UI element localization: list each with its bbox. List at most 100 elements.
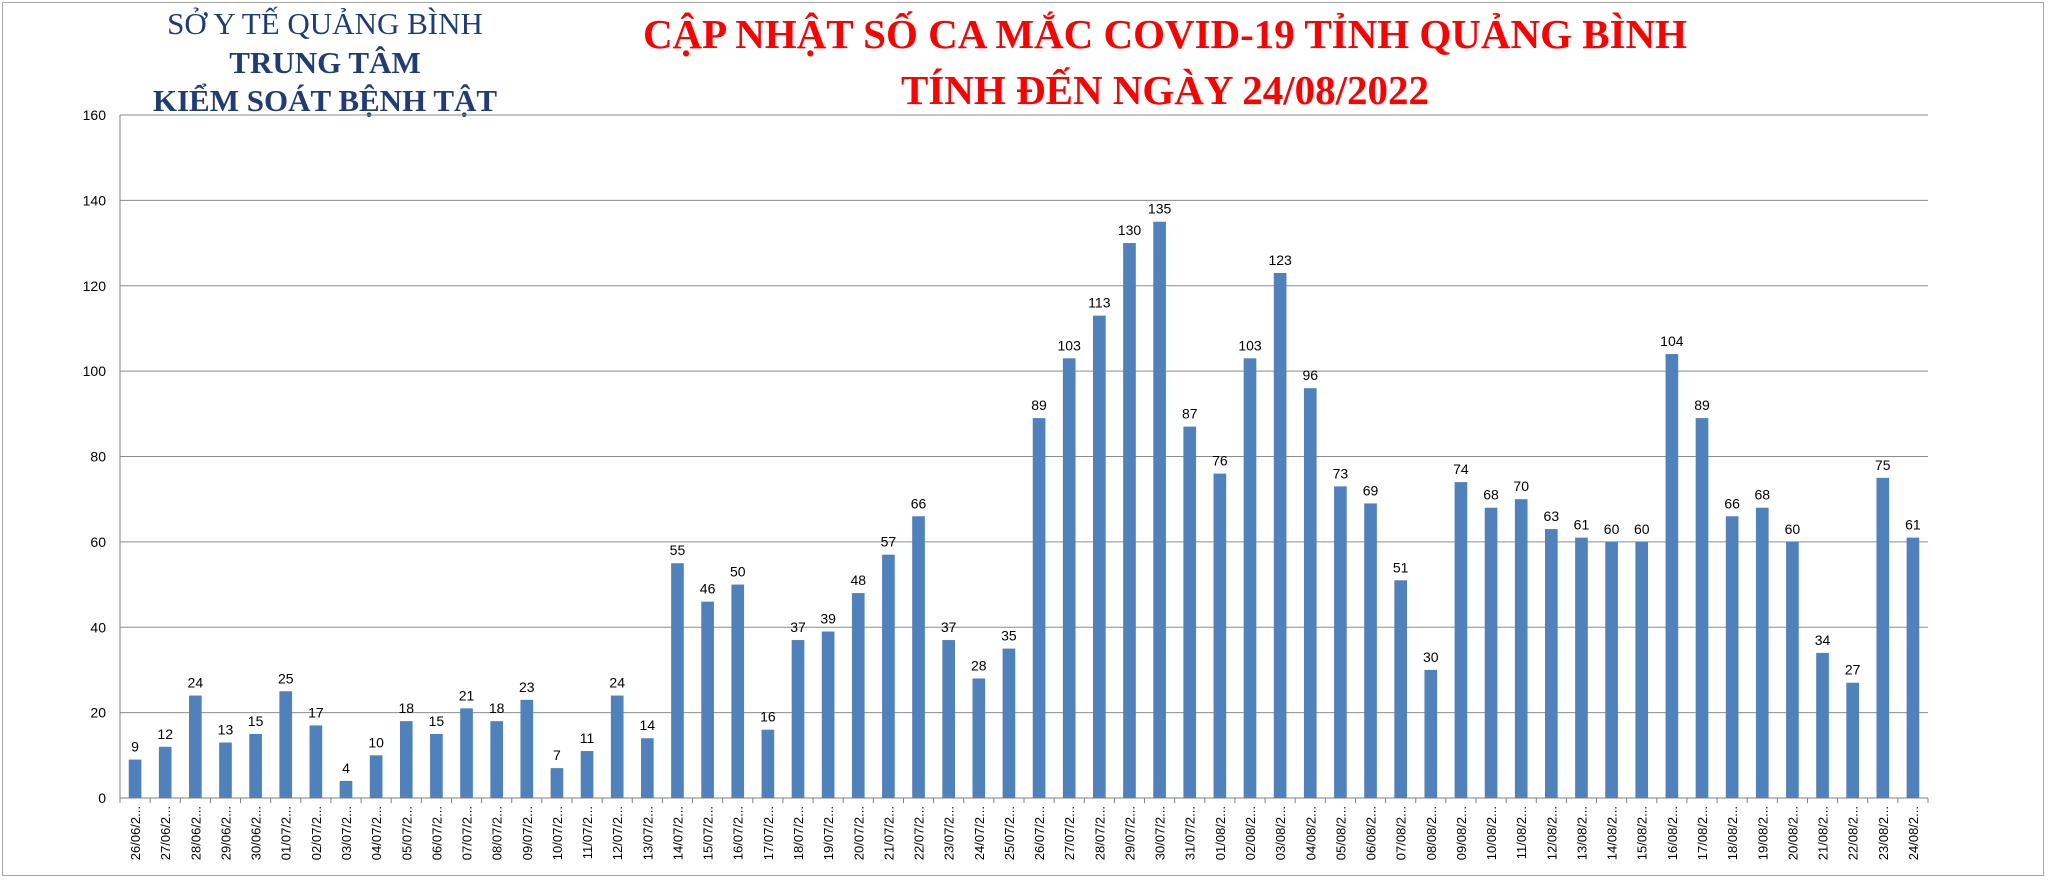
- chart-title-line-1: CẬP NHẬT SỐ CA MẮC COVID-19 TỈNH QUẢNG B…: [642, 11, 1688, 57]
- data-label: 89: [1694, 397, 1710, 413]
- bar: [1213, 473, 1227, 798]
- data-label: 15: [248, 713, 264, 729]
- x-tick-label: 10/08/2...: [1484, 806, 1499, 860]
- data-label: 10: [368, 734, 384, 750]
- x-tick-label: 29/06/2...: [218, 806, 233, 860]
- data-label: 60: [1634, 521, 1650, 537]
- bar: [1153, 221, 1166, 798]
- bar: [1635, 541, 1649, 798]
- x-tick-label: 22/08/2...: [1846, 806, 1861, 860]
- data-label: 11: [580, 730, 595, 746]
- x-tick-label: 15/07/2...: [701, 806, 716, 860]
- data-label: 123: [1268, 252, 1292, 268]
- bar: [189, 695, 202, 798]
- bar: [1846, 682, 1859, 798]
- bar: [882, 554, 895, 798]
- bar: [1876, 477, 1890, 798]
- data-label: 104: [1660, 333, 1684, 349]
- bar: [1665, 354, 1679, 798]
- bar: [912, 516, 925, 798]
- data-label: 60: [1785, 521, 1801, 537]
- x-tick-label: 05/07/2...: [399, 806, 414, 860]
- bar: [309, 725, 323, 798]
- bar: [1062, 358, 1076, 798]
- bar: [369, 755, 383, 798]
- data-label: 51: [1393, 559, 1409, 575]
- y-tick-label: 60: [90, 534, 106, 550]
- x-tick-label: 01/07/2...: [279, 806, 294, 860]
- x-tick-label: 24/08/2...: [1906, 806, 1921, 860]
- bar: [1032, 418, 1046, 798]
- y-tick-label: 80: [90, 449, 106, 465]
- x-tick-label: 08/08/2...: [1424, 806, 1439, 860]
- data-label: 30: [1423, 649, 1439, 665]
- data-label: 61: [1574, 517, 1590, 533]
- data-label: 73: [1333, 465, 1349, 481]
- data-label: 4: [342, 760, 350, 776]
- x-tick-label: 12/07/2...: [610, 806, 625, 860]
- x-tick-label: 09/07/2...: [520, 806, 535, 860]
- bar: [1303, 388, 1317, 798]
- data-label: 68: [1483, 487, 1499, 503]
- data-label: 13: [218, 722, 234, 738]
- bar: [1484, 507, 1498, 798]
- y-tick-label: 160: [83, 107, 107, 123]
- x-tick-label: 23/08/2...: [1876, 806, 1891, 860]
- data-label: 89: [1031, 397, 1047, 413]
- data-label: 27: [1845, 662, 1861, 678]
- data-label: 69: [1363, 482, 1379, 498]
- data-label: 48: [850, 572, 866, 588]
- x-tick-label: 18/08/2...: [1725, 806, 1740, 860]
- bar: [1424, 669, 1438, 798]
- data-label: 135: [1148, 201, 1172, 217]
- x-tick-label: 21/08/2...: [1816, 806, 1831, 860]
- bar: [339, 780, 353, 798]
- bar: [490, 721, 503, 798]
- x-tick-label: 06/07/2...: [429, 806, 444, 860]
- data-label: 46: [700, 581, 716, 597]
- data-label: 7: [553, 747, 561, 763]
- org-line-2: TRUNG TÂM: [229, 45, 421, 80]
- x-tick-label: 02/07/2...: [309, 806, 324, 860]
- bar: [1906, 537, 1920, 798]
- data-label: 34: [1815, 632, 1831, 648]
- data-label: 21: [459, 687, 475, 703]
- data-label: 15: [429, 713, 445, 729]
- data-label: 57: [881, 534, 897, 550]
- bar: [671, 563, 684, 798]
- x-tick-label: 17/08/2...: [1695, 806, 1710, 860]
- bar: [821, 631, 835, 798]
- x-tick-label: 04/08/2...: [1303, 806, 1318, 860]
- data-label: 35: [1001, 628, 1017, 644]
- x-tick-label: 27/07/2...: [1062, 806, 1077, 860]
- bar: [1755, 507, 1769, 798]
- x-tick-label: 03/08/2...: [1273, 806, 1288, 860]
- data-label: 9: [131, 739, 139, 755]
- chart-title: CẬP NHẬT SỐ CA MẮC COVID-19 TỈNH QUẢNG B…: [560, 6, 1770, 118]
- data-label: 28: [971, 657, 987, 673]
- x-tick-label: 15/08/2...: [1635, 806, 1650, 860]
- data-label: 76: [1212, 453, 1228, 469]
- org-line-1: SỞ Y TẾ QUẢNG BÌNH: [167, 6, 483, 41]
- x-tick-label: 11/07/2...: [580, 806, 595, 859]
- bar: [430, 733, 443, 798]
- x-tick-label: 26/06/2...: [128, 806, 143, 860]
- bar: [399, 721, 413, 798]
- x-tick-label: 07/08/2...: [1394, 806, 1409, 860]
- x-tick-label: 31/07/2...: [1183, 806, 1198, 860]
- data-label: 25: [278, 670, 294, 686]
- x-tick-label: 03/07/2...: [339, 806, 354, 860]
- bar: [1605, 541, 1618, 798]
- org-line-3: KIỂM SOÁT BỆNH TẬT: [152, 83, 498, 118]
- x-tick-label: 06/08/2...: [1364, 806, 1379, 860]
- bar: [1545, 529, 1558, 798]
- x-tick-label: 16/08/2...: [1665, 806, 1680, 860]
- data-label: 74: [1453, 461, 1469, 477]
- x-tick-label: 29/07/2...: [1122, 806, 1137, 860]
- bar: [1093, 315, 1106, 798]
- x-tick-label: 22/07/2...: [912, 806, 927, 860]
- bar: [641, 738, 654, 798]
- bar: [1575, 537, 1588, 798]
- y-tick-label: 100: [83, 363, 107, 379]
- bar: [1695, 418, 1709, 798]
